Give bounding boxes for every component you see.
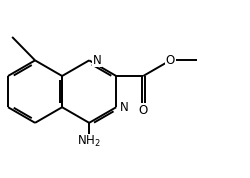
Text: N: N [92, 54, 101, 67]
Text: O: O [166, 54, 175, 67]
Text: N: N [120, 101, 128, 114]
Text: O: O [138, 104, 148, 117]
Text: NH$_2$: NH$_2$ [77, 134, 101, 149]
